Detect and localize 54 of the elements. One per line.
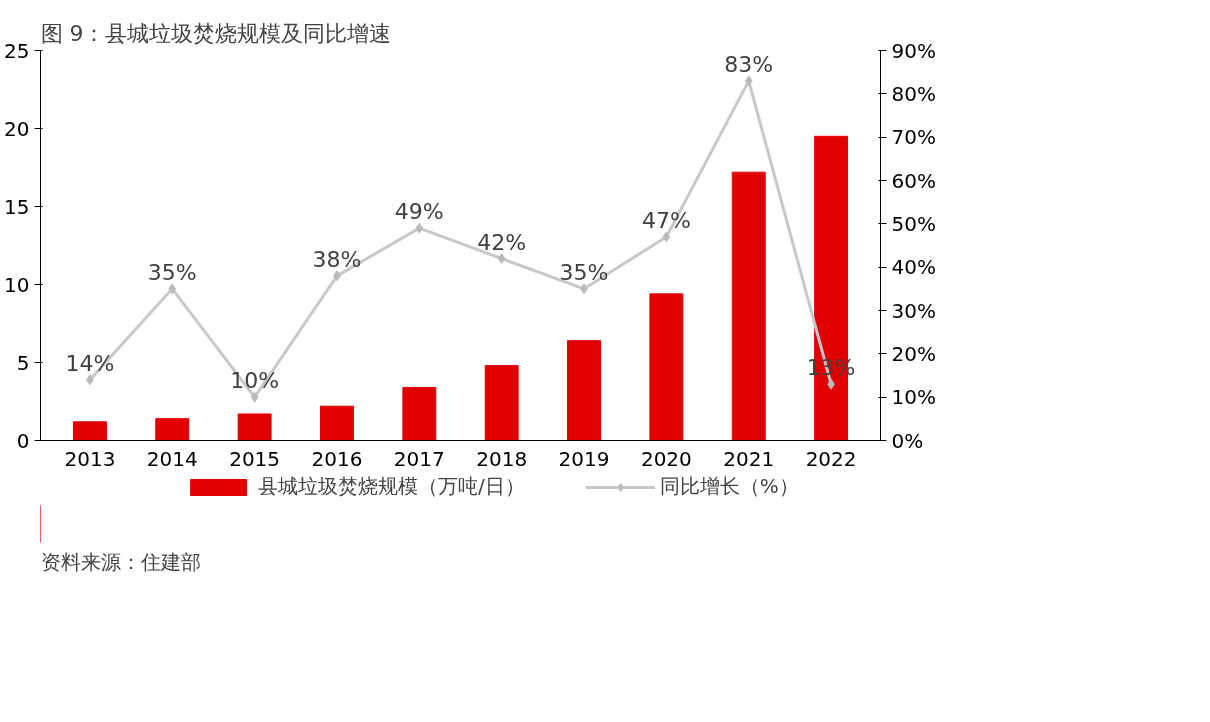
bar (731, 171, 766, 441)
y-tick-label: 0 (16, 428, 30, 453)
y2-tick-label: 10% (891, 385, 936, 410)
point (168, 283, 177, 295)
bar (567, 340, 601, 441)
data-label: 35% (147, 259, 197, 285)
point (662, 231, 671, 243)
data-label: 42% (477, 229, 527, 255)
y2-tick-label: 40% (891, 255, 936, 280)
y2-tick-label: 20% (891, 341, 936, 366)
x-tick-label: 2014 (146, 446, 198, 471)
x-tick-label: 2022 (805, 446, 857, 471)
y2-tick-label: 90% (891, 38, 936, 63)
y-tick-label: 15 (4, 194, 30, 219)
y2-tick-label: 50% (891, 211, 936, 236)
bar (320, 405, 354, 441)
bar (155, 418, 190, 441)
data-label: 47% (641, 207, 691, 233)
x-tick-label: 2018 (476, 446, 528, 471)
point (744, 75, 753, 87)
bar (237, 413, 272, 441)
x-tick-label: 2020 (640, 446, 692, 471)
legend-label: 县城垃圾焚烧规模（万吨/日） (258, 473, 525, 500)
y-tick-label: 20 (4, 116, 30, 141)
bar (649, 293, 684, 441)
data-label: 10% (230, 368, 280, 394)
y2-tick-label: 80% (891, 81, 936, 106)
y2-tick-label: 0% (891, 428, 924, 453)
x-tick-label: 2021 (723, 446, 775, 471)
data-label: 35% (559, 259, 609, 285)
chart-title: 图 9：县城垃圾焚烧规模及同比增速 (40, 20, 392, 46)
point (415, 222, 424, 234)
bar (484, 365, 519, 441)
data-label: 83% (724, 51, 774, 77)
y2-tick-label: 60% (891, 168, 936, 193)
y-tick-label: 5 (16, 350, 30, 375)
x-tick-label: 2016 (311, 446, 363, 471)
y-tick-label: 10 (4, 272, 30, 297)
y2-tick-label: 70% (891, 125, 936, 150)
y-tick-label: 25 (4, 38, 30, 63)
data-label: 49% (394, 199, 444, 225)
x-tick-label: 2019 (558, 446, 610, 471)
data-label: 38% (312, 246, 362, 272)
x-tick-label: 2017 (393, 446, 445, 471)
x-tick-label: 2015 (229, 446, 281, 471)
point (250, 391, 259, 403)
point (497, 253, 506, 264)
bar (72, 421, 107, 441)
y2-tick-label: 30% (891, 298, 936, 323)
legend-label: 同比增长（%） (659, 473, 799, 500)
data-label: 14% (65, 350, 115, 376)
bar (402, 386, 437, 441)
x-tick-label: 2013 (64, 446, 116, 471)
text: 资料来源：住建部 (40, 549, 201, 574)
